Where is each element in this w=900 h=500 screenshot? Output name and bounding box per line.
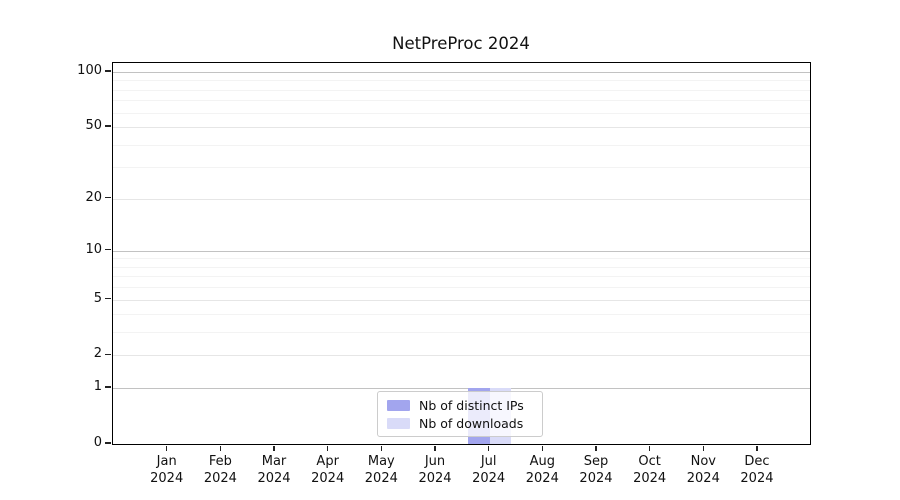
x-tick-label-jun: Jun 2024 [418,454,452,486]
x-tick-label-feb: Feb 2024 [203,454,237,486]
gridline-minor-30 [113,167,810,169]
gridline-minor-6 [113,287,810,289]
gridline-5 [113,299,810,301]
gridline-minor-60 [113,112,810,114]
x-tick-mark-apr [326,446,329,451]
y-tick-label-10: 10 [85,241,102,257]
x-tick-mark-mar [273,446,275,451]
gridline-minor-7 [113,276,810,278]
x-tick-label-mar: Mar 2024 [257,454,291,486]
y-tick-mark-1 [105,386,111,388]
gridline-50 [113,127,810,129]
legend-swatch-distinct-ips [387,399,410,411]
y-tick-label-0: 0 [93,435,102,450]
legend-label-downloads: Nb of downloads [419,415,524,431]
gridline-minor-40 [113,144,810,146]
gridline-minor-9 [113,258,810,260]
x-tick-label-oct: Oct 2024 [633,454,667,486]
x-tick-label-may: May 2024 [364,454,398,486]
legend-entry-downloads: Nb of downloads [387,414,534,432]
gridline-minor-8 [113,266,810,268]
x-tick-mark-sep [595,446,597,451]
legend-entry-distinct-ips: Nb of distinct IPs [387,396,534,414]
gridline-minor-90 [113,80,810,82]
x-tick-label-dec: Dec 2024 [740,454,774,486]
gridline-minor-80 [113,89,810,91]
plot-area [112,62,811,445]
gridline-2 [113,355,810,357]
legend-label-distinct-ips: Nb of distinct IPs [419,397,524,413]
x-tick-label-jan: Jan 2024 [150,454,184,486]
y-tick-mark-50 [105,125,111,127]
x-tick-mark-may [380,446,383,451]
x-tick-mark-jun [434,446,436,451]
y-tick-mark-0 [105,442,111,444]
y-tick-label-100: 100 [77,62,102,78]
gridline-minor-3 [113,332,810,334]
x-tick-label-apr: Apr 2024 [311,454,345,486]
x-tick-label-sep: Sep 2024 [579,454,613,486]
y-tick-label-5: 5 [93,290,102,306]
x-tick-mark-feb [219,446,222,451]
gridline-100 [113,71,810,73]
y-tick-mark-20 [105,196,111,199]
x-tick-label-nov: Nov 2024 [686,454,720,486]
x-tick-mark-jan [166,446,168,451]
gridline-10 [113,250,810,252]
legend: Nb of distinct IPs Nb of downloads [377,391,543,437]
y-tick-mark-5 [105,297,111,300]
x-tick-mark-nov [702,446,704,451]
chart-title: NetPreProc 2024 [392,34,530,53]
gridline-20 [113,198,810,200]
x-tick-label-jul: Jul 2024 [472,454,506,486]
x-tick-label-aug: Aug 2024 [525,454,559,486]
x-tick-mark-dec [756,446,758,451]
x-tick-mark-aug [541,446,543,451]
y-tick-label-2: 2 [93,346,102,362]
gridline-minor-70 [113,100,810,102]
y-tick-label-1: 1 [93,379,102,395]
y-tick-mark-10 [105,249,111,251]
y-tick-label-50: 50 [85,118,102,134]
x-tick-mark-jul [487,446,490,451]
legend-swatch-downloads [387,417,410,429]
y-tick-mark-100 [105,70,111,72]
x-tick-mark-oct [648,446,651,451]
gridline-1 [113,388,810,390]
gridline-minor-4 [113,314,810,316]
y-tick-mark-2 [105,353,111,356]
y-tick-label-20: 20 [85,189,102,205]
